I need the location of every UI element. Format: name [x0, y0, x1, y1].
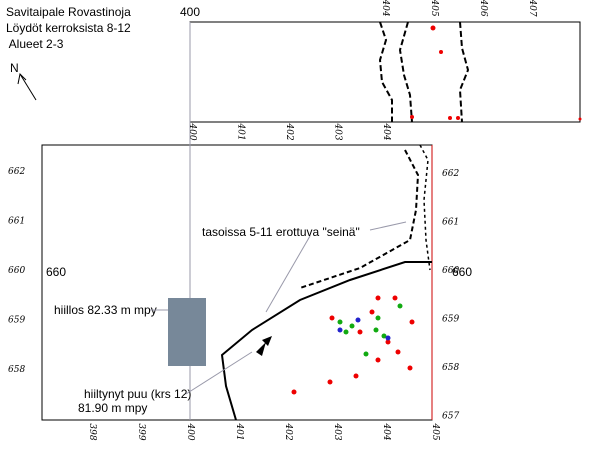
tick-label: 661: [442, 218, 459, 228]
tick-label: 405: [430, 422, 440, 440]
north-arrow-head: [17, 72, 27, 85]
upper-frame: [189, 21, 581, 123]
upper-label: 400: [180, 5, 200, 19]
tick-label: 661: [8, 217, 25, 227]
tick-label: 407: [527, 0, 537, 17]
annotation: hiiltynyt puu (krs 12): [84, 387, 191, 401]
tick-label: 659: [442, 315, 459, 325]
tick-label: 659: [8, 316, 25, 326]
tick-label: 403: [332, 422, 342, 440]
finds-blue: [337, 317, 391, 341]
tick-label: 662: [442, 169, 459, 179]
wall-line: [419, 144, 431, 271]
tick-label: 400: [187, 122, 197, 140]
tick-label: 658: [442, 363, 459, 373]
header-line: Savitaipale Rovastinoja: [6, 5, 131, 19]
grid-label: 660: [452, 265, 472, 279]
tick-label: 402: [284, 122, 294, 140]
tick-label: 660: [442, 266, 459, 276]
section-line: [378, 21, 393, 122]
annotation: hiillos 82.33 m mpy: [54, 303, 157, 317]
tick-label: 404: [381, 422, 391, 440]
leader-line: [369, 221, 407, 231]
section-line: [458, 21, 470, 123]
north-arrow: [19, 73, 37, 101]
tick-label: 399: [136, 423, 146, 440]
north-label: N: [10, 61, 19, 75]
annotation: tasoissa 5-11 erottuva "seinä": [202, 225, 360, 239]
tick-label: 405: [429, 0, 439, 17]
header-line: Löydöt kerroksista 8-12: [6, 21, 131, 35]
tick-labels: 398 399 400 401 402 403 404 405 400 401 402 403 404 4…: [8, 0, 537, 441]
tick-label: 662: [8, 167, 25, 177]
leader-line: [265, 235, 311, 313]
tick-label: 406: [478, 0, 488, 17]
finds-green: [337, 303, 403, 357]
finds-red: [291, 295, 415, 395]
tick-label: 400: [185, 422, 195, 440]
tick-label: 401: [234, 422, 244, 440]
wall-line: [220, 261, 432, 421]
tick-label: 404: [381, 122, 391, 140]
tick-label: 398: [87, 423, 97, 440]
header-line: Alueet 2-3: [6, 37, 64, 51]
tick-label: 657: [442, 412, 459, 422]
upper-finds: [410, 25, 582, 121]
section-line: [398, 21, 413, 123]
tick-label: 658: [8, 365, 25, 375]
tick-label: 401: [236, 122, 246, 140]
charred-wood: [256, 336, 272, 356]
hearth: [168, 298, 206, 366]
tick-label: 402: [283, 422, 293, 440]
plan-frame: [41, 144, 433, 421]
tick-label: 660: [8, 266, 25, 276]
leader-line: [185, 351, 253, 395]
tick-label: 403: [333, 122, 343, 140]
tick-label: 404: [380, 0, 390, 17]
annotation: 81.90 m mpy: [78, 401, 147, 415]
wall-line: [299, 149, 420, 289]
grid-label: 660: [46, 265, 66, 279]
